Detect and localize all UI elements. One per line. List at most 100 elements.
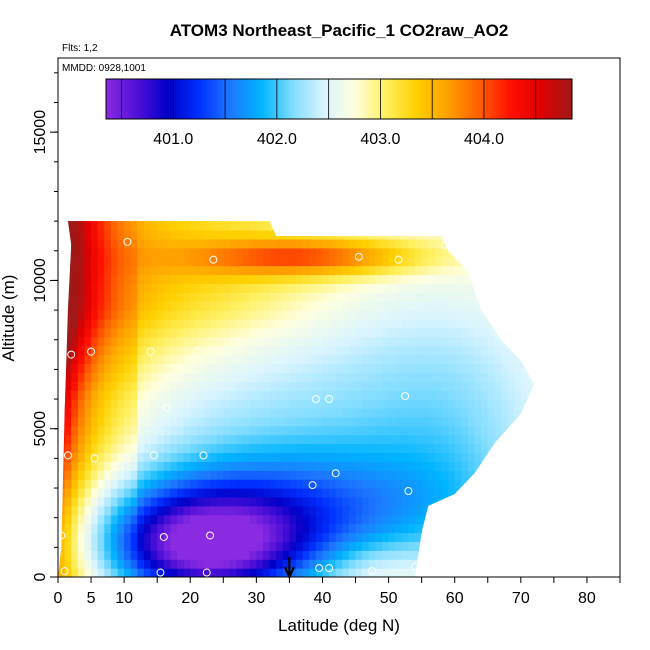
heat-cell [395, 310, 403, 320]
heat-cell [487, 318, 495, 329]
heat-cell [130, 247, 138, 258]
heat-cell [229, 372, 238, 382]
heat-cell [64, 416, 72, 427]
heat-cell [223, 479, 231, 489]
heat-cell [534, 257, 541, 267]
heat-cell [507, 505, 515, 516]
heat-cell [276, 230, 284, 240]
heat-cell [216, 532, 224, 543]
heat-cell [77, 354, 86, 365]
sample-point [401, 392, 410, 401]
heat-cell [84, 381, 92, 391]
heat-cell [302, 274, 310, 284]
heat-cell [190, 443, 198, 454]
heat-cell [243, 274, 251, 284]
colorbar-swatch [121, 79, 125, 119]
heat-cell [355, 390, 363, 400]
heat-cell [448, 247, 456, 258]
heat-cell [527, 230, 535, 240]
heat-cell [77, 399, 86, 409]
heat-cell [249, 523, 257, 534]
heat-cell [110, 363, 119, 373]
heat-cell [500, 363, 509, 373]
heat-cell [329, 461, 337, 471]
heat-cell [461, 541, 469, 551]
heat-cell [289, 265, 297, 276]
heat-cell [322, 354, 330, 365]
heat-cell [309, 541, 317, 551]
heat-cell [494, 399, 502, 409]
heat-cell [388, 363, 396, 373]
heat-cell [401, 354, 410, 365]
heat-cell [157, 434, 165, 445]
heat-cell [388, 238, 396, 249]
heat-cell [507, 461, 515, 471]
heat-cell [461, 461, 469, 471]
heat-cell [520, 523, 529, 534]
heat-cell [256, 318, 264, 329]
heat-cell [229, 221, 238, 231]
heat-cell [177, 541, 185, 551]
heat-cell [309, 488, 317, 498]
heat-cell [262, 505, 271, 516]
heat-cell [282, 310, 291, 320]
heat-cell [163, 488, 171, 498]
heat-cell [130, 256, 138, 267]
heat-cell [196, 336, 205, 347]
heat-cell [368, 434, 376, 445]
heat-cell [514, 532, 522, 543]
heat-cell [514, 327, 522, 338]
heat-cell [150, 327, 158, 338]
heat-cell [368, 265, 376, 276]
heat-cell [534, 328, 541, 338]
heat-cell [348, 479, 357, 489]
colorbar-swatch [349, 79, 353, 119]
heat-cell [269, 568, 277, 577]
heat-cell [395, 274, 403, 284]
heat-cell [401, 416, 410, 427]
heat-cell [348, 505, 357, 516]
heat-cell [163, 354, 171, 365]
heat-cell [322, 399, 330, 409]
colorbar-swatch [232, 79, 236, 119]
heat-cell [77, 283, 86, 293]
heat-cell [150, 247, 158, 258]
heat-cell [434, 265, 443, 276]
heat-cell [124, 327, 132, 338]
heat-cell [223, 301, 231, 311]
heat-cell [454, 265, 462, 276]
colorbar-swatch [155, 79, 159, 119]
colorbar-swatch [307, 79, 312, 119]
heat-cell [415, 470, 423, 480]
heat-cell [203, 559, 211, 569]
heat-cell [64, 354, 72, 365]
heat-cell [249, 363, 257, 373]
heat-cell [395, 514, 403, 525]
heat-cell [381, 327, 390, 338]
heat-cell [381, 496, 390, 507]
heat-cell [381, 310, 390, 320]
heat-cell [474, 434, 482, 445]
heat-cell [454, 550, 462, 560]
heat-cell [276, 283, 284, 293]
heat-cell [342, 470, 350, 480]
heat-cell [262, 532, 271, 543]
heat-cell [117, 363, 125, 373]
chart-title: ATOM3 Northeast_Pacific_1 CO2raw_AO2 [170, 21, 509, 40]
colorbar-swatch [261, 79, 265, 119]
colorbar-swatch [403, 79, 407, 119]
colorbar-swatch [463, 79, 467, 119]
heat-cell [137, 416, 145, 427]
heat-cell [500, 327, 509, 338]
heat-cell [157, 256, 165, 267]
heat-cell [507, 550, 515, 560]
heat-cell [514, 541, 522, 551]
heat-cell [481, 568, 489, 577]
heat-cell [507, 399, 515, 409]
heat-cell [196, 425, 205, 436]
heat-cell [302, 301, 310, 311]
heat-cell [441, 292, 449, 302]
heat-cell [467, 541, 476, 551]
heat-cell [368, 479, 376, 489]
heat-cell [77, 292, 86, 302]
